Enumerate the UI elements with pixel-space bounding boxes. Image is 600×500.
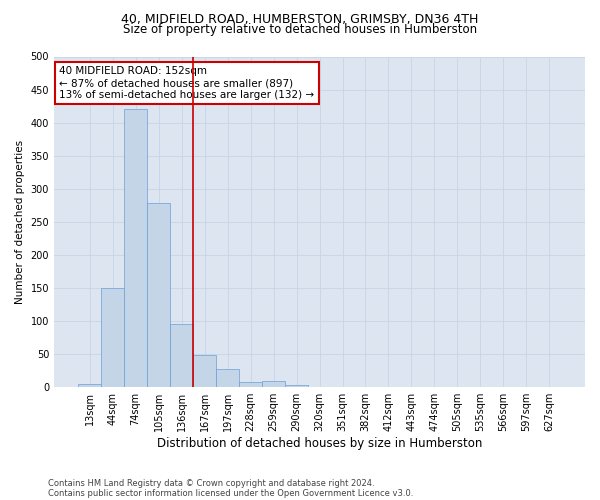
Text: 40, MIDFIELD ROAD, HUMBERSTON, GRIMSBY, DN36 4TH: 40, MIDFIELD ROAD, HUMBERSTON, GRIMSBY, … xyxy=(121,12,479,26)
Bar xyxy=(101,288,124,387)
Bar xyxy=(147,204,170,387)
Bar xyxy=(308,386,331,387)
Text: Contains HM Land Registry data © Crown copyright and database right 2024.: Contains HM Land Registry data © Crown c… xyxy=(48,478,374,488)
X-axis label: Distribution of detached houses by size in Humberston: Distribution of detached houses by size … xyxy=(157,437,482,450)
Y-axis label: Number of detached properties: Number of detached properties xyxy=(15,140,25,304)
Text: 40 MIDFIELD ROAD: 152sqm
← 87% of detached houses are smaller (897)
13% of semi-: 40 MIDFIELD ROAD: 152sqm ← 87% of detach… xyxy=(59,66,314,100)
Bar xyxy=(124,110,147,387)
Bar xyxy=(170,324,193,387)
Text: Contains public sector information licensed under the Open Government Licence v3: Contains public sector information licen… xyxy=(48,488,413,498)
Bar xyxy=(78,384,101,387)
Text: Size of property relative to detached houses in Humberston: Size of property relative to detached ho… xyxy=(123,22,477,36)
Bar xyxy=(285,385,308,387)
Bar xyxy=(193,356,216,387)
Bar xyxy=(262,380,285,387)
Bar xyxy=(239,382,262,387)
Bar xyxy=(216,368,239,387)
